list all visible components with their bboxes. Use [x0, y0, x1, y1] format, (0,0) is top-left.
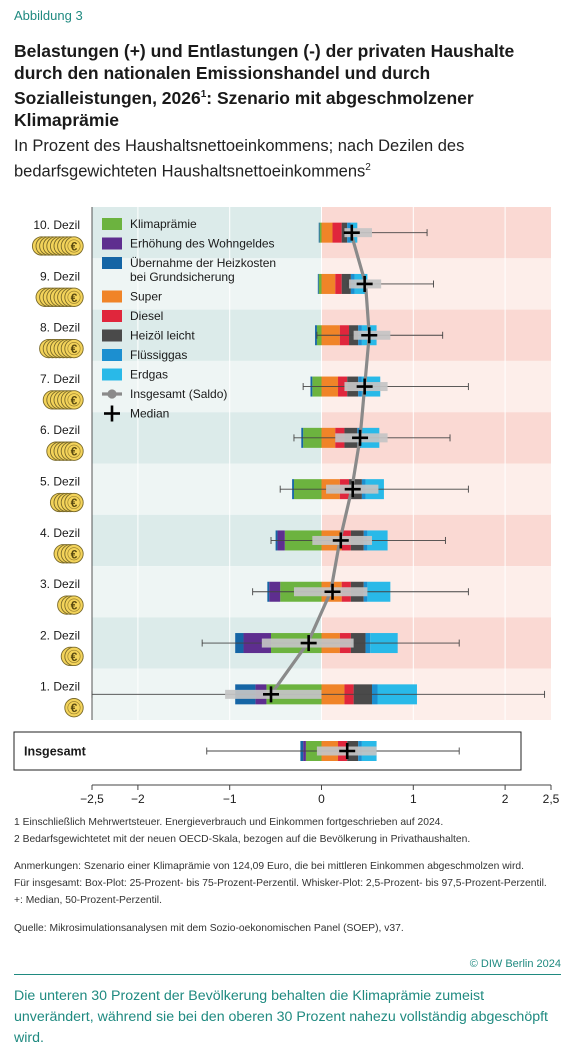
- coin-symbol: €: [71, 599, 78, 613]
- bar-segment-super: [321, 222, 333, 243]
- bar-segment-super: [321, 273, 336, 294]
- chart-area: 10. Dezil €9. Dezil €8. Dezil €7. Dezil €6. …: [13, 207, 560, 805]
- legend-label: bei Grundsicherung: [130, 270, 235, 284]
- decile-label: 2. Dezil: [40, 628, 80, 642]
- coin-ring: [67, 239, 81, 253]
- x-tick-label: −2: [131, 792, 145, 805]
- bar-segment-klimapraemie: [319, 222, 322, 243]
- legend-swatch-erdgas: [102, 368, 122, 381]
- bar-segment-heizkosten: [318, 222, 320, 243]
- legend-label: Erhöhung des Wohngeldes: [130, 237, 275, 251]
- coin-symbol: €: [71, 547, 78, 561]
- bar-segment-klimapraemie: [318, 273, 322, 294]
- decile-label: 5. Dezil: [40, 475, 80, 489]
- legend-label: Insgesamt (Saldo): [130, 387, 227, 401]
- legend-label: Super: [130, 290, 162, 304]
- coin-symbol: €: [71, 701, 78, 715]
- decile-label: 3. Dezil: [40, 577, 80, 591]
- coin-symbol: €: [71, 650, 78, 664]
- figure-label: Abbildung 3: [14, 8, 83, 23]
- legend-label: Übernahme der Heizkosten: [130, 256, 276, 270]
- coin-symbol: €: [71, 291, 78, 305]
- decile-label: 9. Dezil: [40, 269, 80, 283]
- x-tick-label: 2: [502, 792, 509, 805]
- bar-segment-diesel: [332, 222, 342, 243]
- footnote-1: 1 Einschließlich Mehrwertsteuer. Energie…: [14, 817, 444, 828]
- notes-line-1: Anmerkungen: Szenario einer Klimaprämie …: [14, 861, 524, 872]
- x-tick-label: 0: [318, 792, 325, 805]
- coin-ring: [67, 290, 81, 304]
- legend-swatch-heizoel: [102, 329, 122, 342]
- divider-rule: [14, 974, 561, 975]
- decile-label: 6. Dezil: [40, 423, 80, 437]
- coin-ring: [67, 495, 81, 510]
- decile-label: 10. Dezil: [33, 218, 80, 232]
- row-background-negative: [92, 207, 322, 259]
- row-background-negative: [92, 412, 322, 464]
- coin-symbol: €: [71, 393, 78, 407]
- x-tick-label: 2,5: [543, 792, 560, 805]
- conclusion-text: Die unteren 30 Prozent der Bevölkerung b…: [14, 988, 548, 1046]
- legend-label: Median: [130, 407, 169, 421]
- footnote-2: 2 Bedarfsgewichtetet mit der neuen OECD-…: [14, 834, 471, 845]
- legend-label: Klimaprämie: [130, 217, 197, 231]
- decile-label: 4. Dezil: [40, 526, 80, 540]
- legend-swatch-diesel: [102, 310, 122, 322]
- coin-symbol: €: [71, 445, 78, 459]
- coin-symbol: €: [71, 240, 78, 254]
- row-background-negative: [92, 309, 322, 361]
- legend-label: Flüssiggas: [130, 348, 187, 362]
- coin-symbol: €: [71, 342, 78, 356]
- coin-ring: [67, 701, 81, 715]
- x-tick-label: −1: [223, 792, 237, 805]
- legend-label: Erdgas: [130, 368, 168, 382]
- legend-swatch-super: [102, 290, 122, 303]
- notes-line-3: +: Median, 50-Prozent-Perzentil.: [14, 895, 162, 906]
- x-tick-label: −2,5: [80, 792, 104, 805]
- saldo-line: [269, 232, 371, 696]
- decile-label: 1. Dezil: [40, 680, 80, 694]
- legend-swatch-heizkosten: [102, 257, 122, 269]
- decile-label: 7. Dezil: [40, 372, 80, 386]
- chart-title: Belastungen (+) und Entlastungen (-) der…: [14, 41, 515, 130]
- coin-ring: [67, 342, 81, 356]
- coin-ring: [67, 649, 81, 663]
- legend-swatch-wohngeld: [102, 237, 122, 250]
- coin-ring: [67, 444, 81, 458]
- legend-label: Heizöl leicht: [130, 329, 195, 343]
- row-background-negative: [92, 258, 322, 310]
- bar-segment-diesel: [335, 273, 342, 294]
- x-tick-label: 1: [410, 792, 417, 805]
- bar-segment-heizkosten: [317, 273, 319, 294]
- source-note: Quelle: Mikrosimulationsanalysen mit dem…: [14, 923, 404, 934]
- coin-symbol: €: [71, 496, 78, 510]
- legend-saldo-marker: [107, 389, 117, 399]
- coin-ring: [67, 598, 81, 612]
- coin-ring: [67, 393, 81, 407]
- bar-segment-heizkosten: [315, 325, 317, 346]
- bar-segment-heizoel: [341, 273, 351, 294]
- row-background-negative: [92, 360, 322, 413]
- decile-label: 8. Dezil: [40, 321, 80, 335]
- legend-label: Diesel: [130, 309, 163, 323]
- coin-ring: [67, 547, 81, 561]
- copyright: © DIW Berlin 2024: [469, 958, 561, 970]
- notes-line-2: Für insgesamt: Box-Plot: 25-Prozent- bis…: [14, 878, 547, 889]
- chart-subtitle: In Prozent des Haushaltsnettoeinkommens;…: [14, 137, 465, 181]
- legend-swatch-fluessiggas: [102, 349, 122, 361]
- legend-swatch-klimapraemie: [102, 218, 122, 230]
- total-label: Insgesamt: [24, 745, 87, 759]
